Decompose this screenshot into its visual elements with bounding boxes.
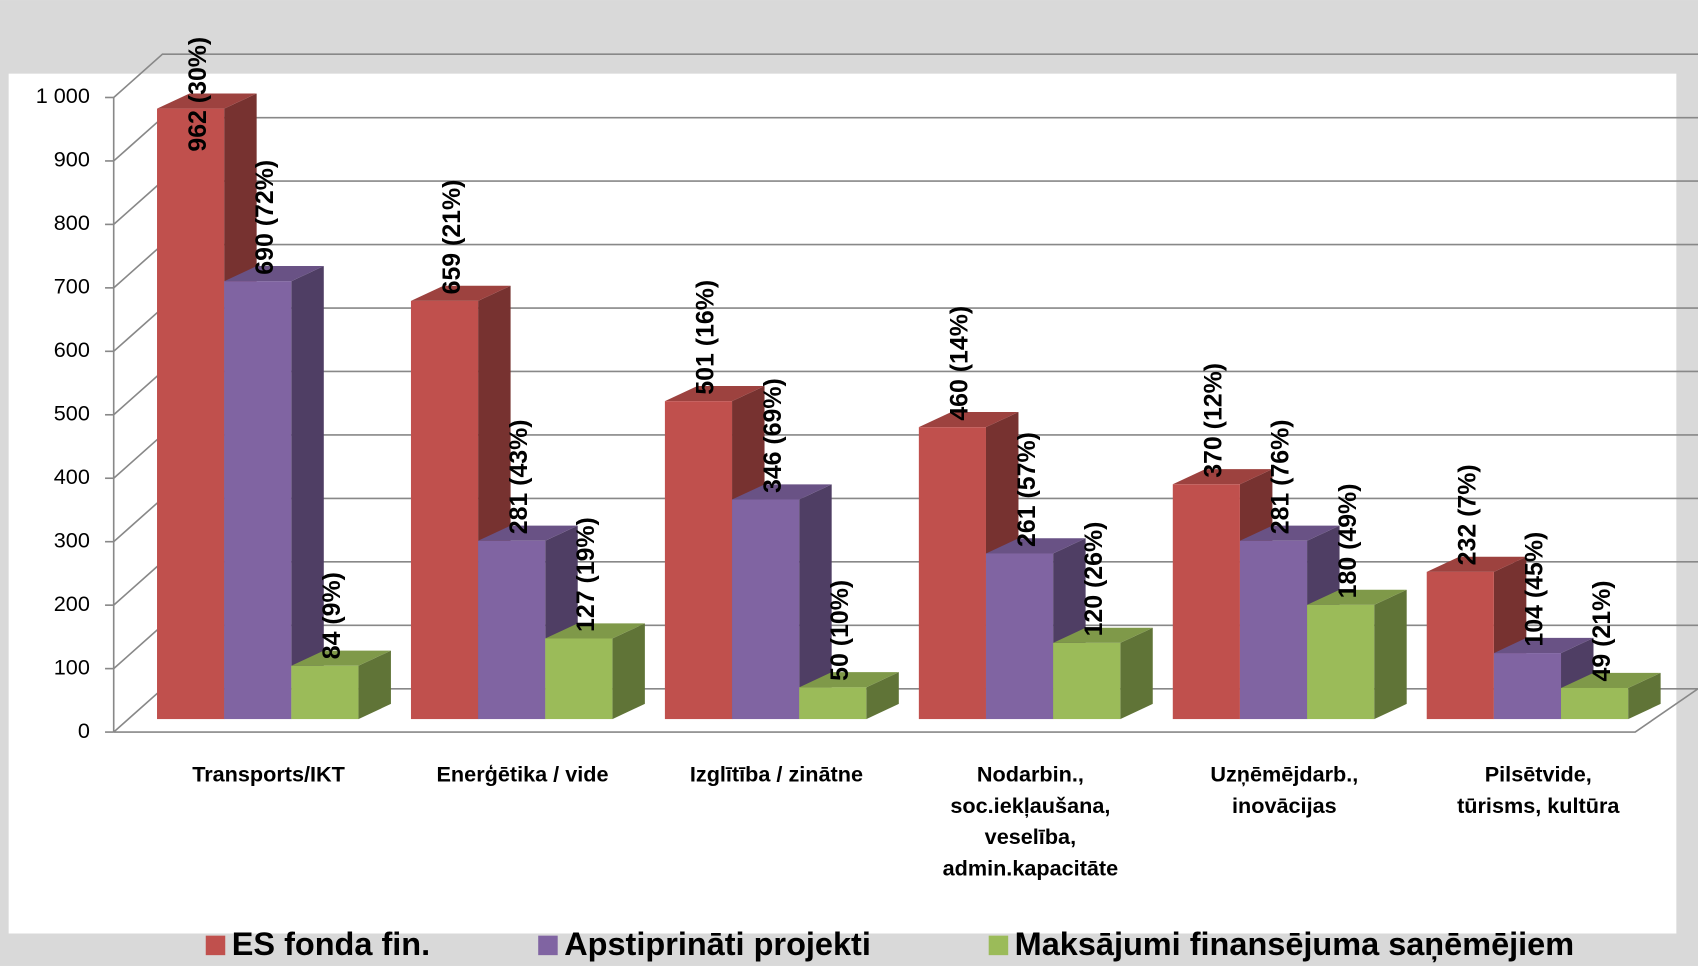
data-label: 370 (12%): [1200, 363, 1228, 478]
bar: [1493, 653, 1562, 720]
y-tick-label: 800: [54, 210, 90, 235]
legend-swatch: [538, 935, 558, 956]
bar: [1561, 687, 1629, 720]
y-tick-label: 1 000: [36, 83, 90, 108]
bar: [545, 638, 613, 720]
x-tick-label: Transports/IKT: [192, 761, 345, 786]
x-tick-label: Izglītība / zinātne: [690, 761, 863, 786]
bar: [732, 499, 800, 720]
bar: [1172, 484, 1240, 720]
bar-top: [1426, 556, 1527, 572]
bar-top: [291, 650, 391, 666]
data-label: 460 (14%): [946, 306, 974, 421]
bar: [1239, 540, 1308, 720]
legend-label: ES fonda fin.: [232, 926, 430, 962]
bar-top: [1239, 525, 1340, 541]
legend-label: Apstiprināti projekti: [564, 926, 871, 962]
bar-top: [1493, 637, 1594, 654]
data-label: 261 (57%): [1013, 432, 1041, 547]
bar-top: [545, 623, 645, 639]
data-label: 659 (21%): [438, 180, 466, 295]
y-tick-label: 600: [54, 337, 90, 362]
bar-top: [478, 525, 578, 541]
bar: [478, 540, 546, 720]
data-label: 690 (72%): [251, 160, 279, 275]
data-label: 49 (21%): [1588, 580, 1616, 681]
grid-line: [113, 53, 1698, 99]
bar-top: [410, 285, 511, 301]
bar-side: [1628, 672, 1661, 720]
data-label: 50 (10%): [826, 580, 854, 681]
bar: [291, 665, 359, 720]
x-tick-label: Nodarbin., soc.iekļaušana, veselība, admin.…: [943, 761, 1119, 880]
bar: [664, 401, 733, 720]
bar: [1053, 642, 1121, 720]
bar-side: [1374, 589, 1407, 720]
bar-side: [358, 650, 391, 720]
bar: [1426, 571, 1494, 720]
data-label: 104 (45%): [1521, 532, 1549, 647]
bar-top: [664, 385, 765, 402]
data-label: 962 (30%): [184, 37, 212, 152]
x-tick-label: Enerģētika / vide: [437, 761, 609, 786]
data-label: 232 (7%): [1454, 464, 1482, 565]
x-tick-label: Pilsētvide, tūrisms, kultūra: [1457, 761, 1620, 817]
data-label: 180 (49%): [1334, 484, 1362, 599]
bar: [1307, 604, 1375, 720]
bar: [157, 108, 225, 720]
bar-top: [1053, 627, 1153, 643]
bar-top: [1172, 469, 1273, 485]
y-tick-label: 0: [78, 718, 90, 743]
bar-side: [866, 672, 899, 720]
data-label: 281 (76%): [1267, 419, 1295, 534]
data-label: 501 (16%): [692, 280, 720, 395]
y-tick-label: 200: [54, 591, 90, 616]
data-label: 120 (26%): [1080, 522, 1108, 637]
bar-side: [291, 266, 324, 720]
y-tick-label: 500: [54, 400, 90, 425]
bar: [224, 281, 292, 720]
y-tick-label: 300: [54, 527, 90, 552]
bar-side: [1120, 627, 1153, 720]
bar-top: [1307, 589, 1407, 605]
data-label: 84 (9%): [318, 572, 346, 659]
y-tick-label: 100: [54, 654, 90, 679]
data-label: 127 (19%): [572, 517, 600, 632]
floor: [113, 688, 1698, 733]
y-tick-label: 700: [54, 274, 90, 299]
bar-top: [1561, 672, 1661, 688]
bar-top: [224, 266, 324, 282]
legend-swatch: [205, 935, 226, 956]
bar-top: [799, 672, 899, 688]
bar-side: [612, 623, 645, 720]
bar-side: [799, 484, 832, 720]
bar: [918, 427, 986, 720]
data-label: 346 (69%): [759, 378, 787, 493]
bar: [410, 300, 479, 720]
bar-top: [732, 484, 832, 500]
bar-top: [918, 412, 1019, 428]
bar-top: [157, 93, 257, 109]
x-tick-label: Uzņēmējdarb., inovācijas: [1210, 761, 1358, 817]
bar: [985, 553, 1054, 720]
legend-label: Maksājumi finansējuma saņēmējiem: [1015, 926, 1574, 962]
data-label: 281 (43%): [505, 419, 533, 534]
legend-swatch: [988, 935, 1009, 956]
y-tick-label: 400: [54, 464, 90, 489]
bar: [799, 687, 867, 720]
y-tick-label: 900: [54, 147, 90, 172]
bar-top: [985, 538, 1086, 554]
